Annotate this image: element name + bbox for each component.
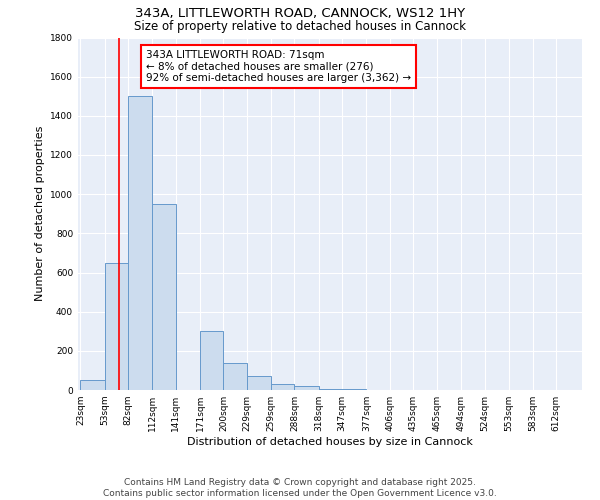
Bar xyxy=(152,204,176,390)
Bar xyxy=(247,376,271,390)
Y-axis label: Number of detached properties: Number of detached properties xyxy=(35,126,44,302)
Bar xyxy=(128,96,152,390)
X-axis label: Distribution of detached houses by size in Cannock: Distribution of detached houses by size … xyxy=(187,437,473,447)
Text: 343A LITTLEWORTH ROAD: 71sqm
← 8% of detached houses are smaller (276)
92% of se: 343A LITTLEWORTH ROAD: 71sqm ← 8% of det… xyxy=(146,50,411,83)
Bar xyxy=(271,384,295,390)
Bar xyxy=(104,262,128,390)
Bar xyxy=(200,331,223,390)
Text: Size of property relative to detached houses in Cannock: Size of property relative to detached ho… xyxy=(134,20,466,33)
Bar xyxy=(319,389,342,390)
Bar xyxy=(80,380,104,390)
Bar xyxy=(223,362,247,390)
Bar xyxy=(342,389,367,390)
Text: 343A, LITTLEWORTH ROAD, CANNOCK, WS12 1HY: 343A, LITTLEWORTH ROAD, CANNOCK, WS12 1H… xyxy=(135,8,465,20)
Bar xyxy=(295,386,319,390)
Text: Contains HM Land Registry data © Crown copyright and database right 2025.
Contai: Contains HM Land Registry data © Crown c… xyxy=(103,478,497,498)
